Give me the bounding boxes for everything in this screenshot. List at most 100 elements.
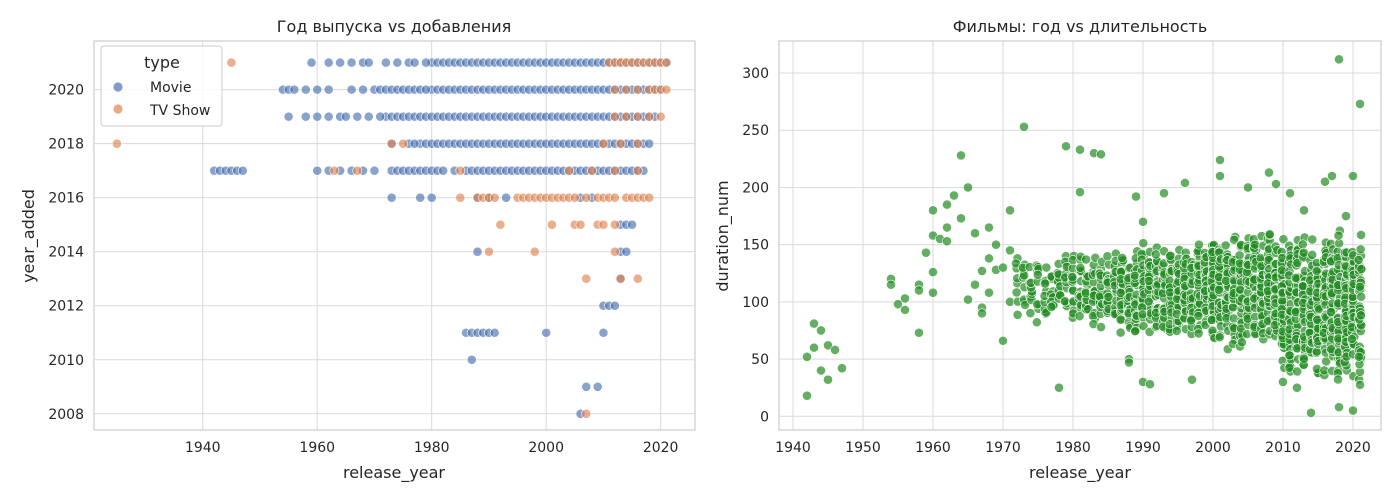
point-series: [1143, 296, 1154, 307]
point-series: [1138, 321, 1149, 331]
point-series: [956, 213, 966, 224]
point-tv-show: [581, 408, 592, 419]
tick-labels: 1940 1960 1980 2000 2020 2008 2010 2012 2014 2016…: [48, 83, 678, 456]
legend-label-tv-show: TV Show: [149, 103, 210, 119]
point-series: [1020, 300, 1030, 310]
point-movie: [466, 354, 477, 365]
point-tv-show: [581, 192, 592, 203]
point-series: [837, 363, 847, 374]
point-series: [1005, 205, 1015, 216]
point-movie: [627, 219, 637, 230]
point-movie: [592, 381, 603, 392]
point-series: [1061, 141, 1071, 152]
y-tick-label: 150: [742, 238, 769, 254]
point-tv-show: [581, 273, 592, 284]
point-tv-show: [661, 84, 672, 95]
x-tick-label: 2020: [1335, 440, 1371, 456]
point-series: [1347, 334, 1357, 344]
point-tv-show: [529, 246, 540, 257]
point-movie: [375, 111, 386, 122]
tick-labels: 1940 1950 1960 1970 1980 1990 2000 2010 2020 0 50 1…: [742, 66, 1371, 456]
y-tick-label: 250: [742, 123, 769, 139]
point-tv-show: [564, 165, 574, 176]
y-axis-label: year_added: [19, 189, 39, 283]
x-tick-label: 1990: [1125, 440, 1161, 456]
point-series: [1011, 287, 1022, 298]
point-series: [998, 262, 1008, 273]
point-series: [1355, 99, 1365, 109]
point-series: [893, 299, 903, 310]
point-series: [914, 285, 924, 296]
point-series: [1278, 377, 1288, 387]
point-series: [1355, 281, 1365, 292]
x-axis-label: release_year: [343, 463, 445, 483]
point-movie: [312, 165, 323, 176]
point-series: [1012, 309, 1023, 320]
point-tv-show: [644, 192, 655, 203]
point-series: [1264, 229, 1275, 240]
point-movie: [300, 84, 311, 95]
point-tv-show: [621, 111, 632, 122]
scatter-points: [111, 57, 672, 419]
x-tick-label: 2000: [1195, 440, 1231, 456]
point-series: [1102, 251, 1113, 262]
point-series: [816, 365, 826, 376]
point-movie: [621, 246, 632, 257]
point-series: [1187, 374, 1197, 385]
point-tv-show: [111, 138, 122, 149]
point-movie: [346, 57, 357, 68]
point-series: [1220, 240, 1231, 251]
point-series: [809, 342, 819, 353]
legend-marker-movie: [113, 82, 123, 92]
point-series: [949, 190, 959, 201]
point-movie: [363, 57, 374, 68]
point-tv-show: [495, 219, 506, 230]
point-movie: [409, 138, 420, 149]
point-series: [1131, 191, 1141, 202]
point-series: [977, 308, 987, 319]
point-series: [802, 351, 812, 362]
point-series: [1290, 273, 1301, 283]
point-series: [1214, 284, 1224, 295]
point-series: [942, 199, 952, 210]
point-series: [1271, 179, 1281, 189]
point-movie: [289, 84, 300, 95]
point-series: [1054, 382, 1064, 393]
point-series: [984, 287, 994, 298]
point-series: [1348, 405, 1358, 416]
point-series: [1117, 253, 1128, 263]
point-tv-show: [489, 192, 500, 203]
point-movie: [609, 300, 620, 311]
x-tick-label: 1940: [775, 440, 811, 456]
point-movie: [323, 111, 334, 122]
x-tick-label: 1960: [299, 440, 335, 456]
point-movie: [472, 246, 483, 257]
point-series: [1327, 171, 1337, 181]
chart-title: Год выпуска vs добавления: [277, 17, 511, 36]
point-tv-show: [329, 165, 340, 176]
point-series: [977, 266, 987, 276]
point-series: [1306, 407, 1316, 418]
point-series: [809, 318, 819, 329]
point-tv-show: [398, 138, 408, 149]
point-movie: [323, 57, 334, 68]
point-series: [816, 325, 826, 336]
point-movie: [409, 57, 420, 68]
point-movie: [381, 57, 391, 68]
point-series: [1278, 234, 1289, 245]
point-series: [1297, 239, 1308, 250]
y-tick-label: 50: [751, 352, 769, 368]
chart-year-vs-duration: Фильмы: год vs длительность 1940 1950 1960…: [713, 17, 1382, 483]
point-movie: [312, 111, 323, 122]
point-series: [1298, 247, 1309, 258]
point-tv-show: [609, 192, 620, 203]
point-movie: [237, 165, 248, 176]
point-movie: [340, 111, 351, 122]
point-movie: [335, 57, 346, 68]
point-tv-show: [226, 57, 237, 68]
point-movie: [426, 192, 437, 203]
point-tv-show: [632, 111, 643, 122]
y-tick-label: 200: [742, 180, 769, 196]
y-tick-label: 2012: [48, 299, 84, 315]
